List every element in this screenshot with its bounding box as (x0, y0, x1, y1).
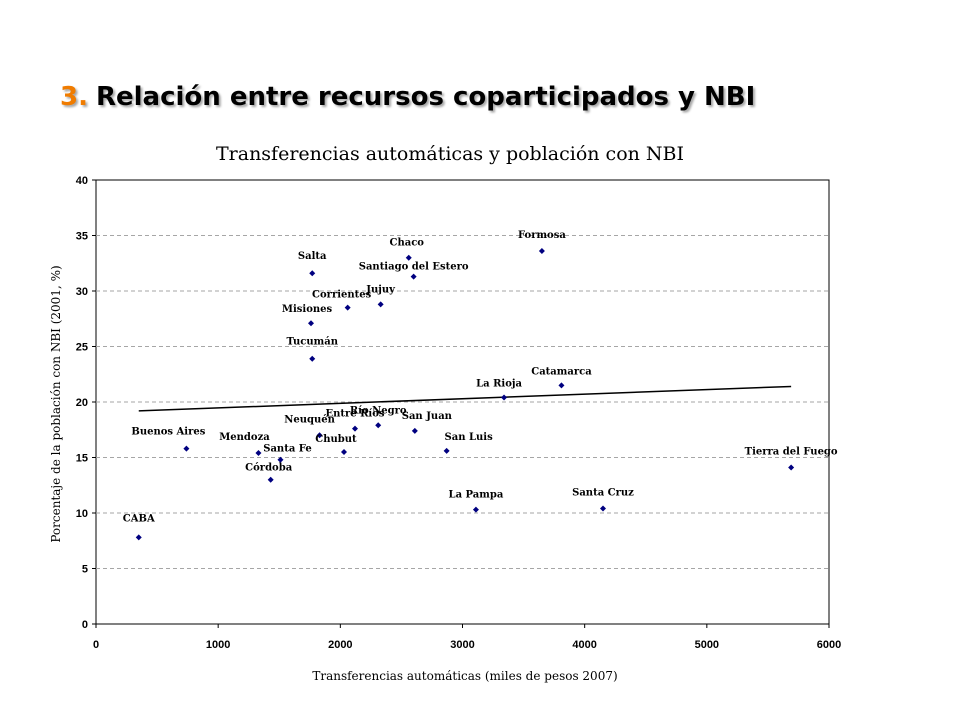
grid-lines (96, 235, 829, 569)
point-label: Chubut (315, 434, 357, 445)
data-point (344, 304, 351, 311)
data-point (316, 432, 323, 439)
data-point (405, 254, 412, 261)
point-label: Entre Ríos (325, 409, 384, 420)
x-tick-label: 5000 (695, 639, 719, 651)
y-axis-label: Porcentaje de la población con NBI (2001… (49, 265, 63, 542)
data-point (277, 456, 284, 463)
y-tick-label: 10 (76, 508, 88, 520)
point-label: Río Negro (350, 405, 407, 416)
data-point (183, 445, 190, 452)
point-label: Catamarca (531, 366, 592, 377)
data-point (309, 355, 316, 362)
data-point (377, 301, 384, 308)
x-axis: 0 1000 2000 3000 4000 5000 6000 (93, 624, 841, 651)
x-tick-label: 2000 (328, 639, 352, 651)
x-tick-label: 0 (93, 639, 99, 651)
data-point (443, 447, 450, 454)
point-label: Buenos Aires (131, 427, 205, 438)
point-label: Misiones (282, 304, 333, 315)
chart-title: Transferencias automáticas y población c… (216, 143, 684, 165)
data-point (255, 450, 262, 457)
point-label: La Pampa (449, 490, 504, 501)
data-point (538, 248, 545, 255)
data-point (309, 270, 316, 277)
y-tick-label: 20 (76, 397, 88, 409)
x-axis-label: Transferencias automáticas (miles de pes… (312, 669, 617, 683)
y-tick-label: 15 (76, 453, 88, 465)
x-tick-label: 3000 (450, 639, 474, 651)
data-point (788, 464, 795, 471)
slide-title-text: Relación entre recursos coparticipados y… (95, 82, 756, 112)
data-point (351, 425, 358, 432)
point-label: Córdoba (245, 463, 293, 474)
data-point (501, 394, 508, 401)
y-tick-label: 5 (82, 564, 88, 576)
point-labels: CABA Buenos Aires Mendoza Córdoba Santa Fe Sa… (123, 230, 838, 524)
y-tick-label: 30 (76, 286, 88, 298)
data-point (410, 273, 417, 280)
point-label: Tucumán (286, 337, 338, 348)
y-tick-label: 40 (76, 175, 88, 187)
point-label: La Rioja (476, 379, 522, 390)
trendline (138, 385, 792, 412)
point-label: Salta (298, 251, 327, 262)
point-label: Jujuy (365, 284, 396, 295)
point-label: Santiago del Estero (359, 262, 469, 273)
data-point (340, 448, 347, 455)
point-label: Formosa (518, 230, 566, 241)
point-label: Neuquén (284, 414, 335, 425)
data-point (267, 476, 274, 483)
point-label: Santa Cruz (572, 488, 634, 499)
x-tick-label: 1000 (206, 639, 230, 651)
y-tick-label: 35 (76, 231, 88, 243)
point-label: Corrientes (312, 290, 372, 301)
point-label: San Juan (402, 411, 453, 422)
point-label: Chaco (390, 238, 425, 249)
point-label: San Luis (445, 432, 494, 443)
data-point (375, 422, 382, 429)
data-point (135, 534, 142, 541)
x-tick-label: 6000 (817, 639, 841, 651)
data-point (472, 506, 479, 513)
y-axis: 0 5 10 15 20 25 30 35 40 (76, 175, 96, 631)
data-points (135, 248, 795, 541)
point-label: Mendoza (219, 432, 270, 443)
data-point (308, 320, 315, 327)
point-label: Tierra del Fuego (745, 446, 838, 457)
data-point (411, 427, 418, 434)
y-tick-label: 25 (76, 342, 88, 354)
data-point (599, 505, 606, 512)
data-point (558, 382, 565, 389)
slide-number: 3. (60, 82, 88, 112)
y-tick-label: 0 (82, 619, 88, 631)
x-tick-label: 4000 (572, 639, 596, 651)
point-label: CABA (123, 513, 155, 524)
point-label: Santa Fe (263, 444, 311, 455)
slide-title: 3. Relación entre recursos coparticipados… (60, 82, 755, 112)
